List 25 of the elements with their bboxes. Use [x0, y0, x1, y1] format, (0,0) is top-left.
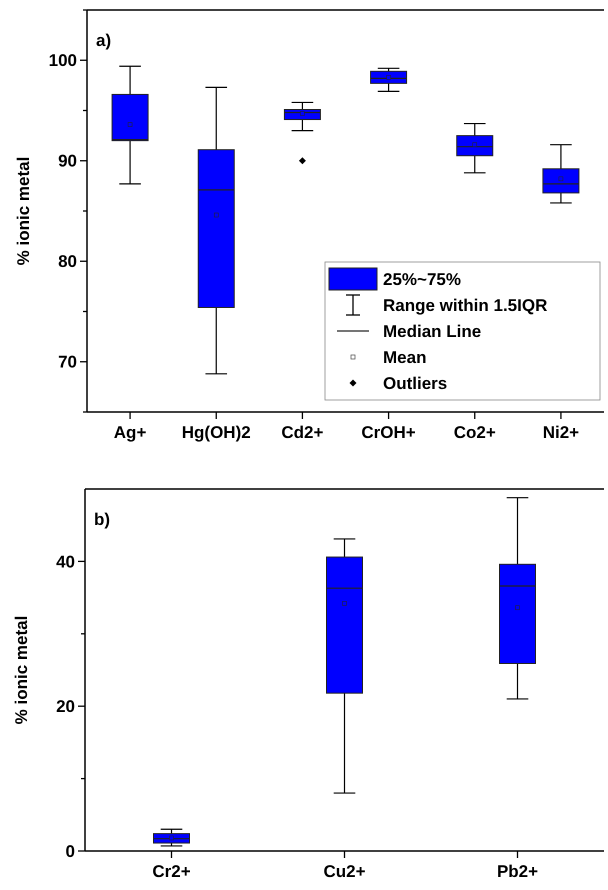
x-tick-label: Cd2+: [281, 423, 324, 442]
annotation: Mean: [383, 348, 426, 367]
y-tick-label: 40: [56, 552, 75, 572]
annotation: 25%~75%: [383, 270, 461, 289]
x-tick-label: Ag+: [114, 423, 146, 442]
text: b): [94, 510, 110, 529]
x-tick-label: Co2+: [454, 423, 496, 442]
y-tick-label: 0: [66, 842, 75, 861]
x-tick-label: Ni2+: [542, 423, 580, 442]
y-tick-label: 100: [48, 51, 77, 70]
y-tick-label: 70: [58, 352, 77, 372]
y-axis-title: % ionic metal: [12, 616, 31, 724]
annotation: Range within 1.5IQR: [383, 296, 548, 315]
annotation: Outliers: [383, 374, 448, 393]
text: a): [96, 31, 112, 50]
y-tick-label: 90: [58, 152, 77, 171]
x-tick-label: CrOH+: [361, 423, 416, 442]
x-tick-label: Cr2+: [152, 862, 191, 881]
x-tick-label: Cu2+: [323, 862, 366, 881]
y-tick-label: 80: [58, 252, 77, 272]
annotation: Median Line: [383, 322, 482, 341]
y-tick-label: 20: [56, 697, 75, 716]
y-axis-title: % ionic metal: [14, 156, 33, 266]
x-tick-label: Hg(OH)2: [182, 423, 251, 442]
x-tick-label: Pb2+: [496, 862, 538, 881]
